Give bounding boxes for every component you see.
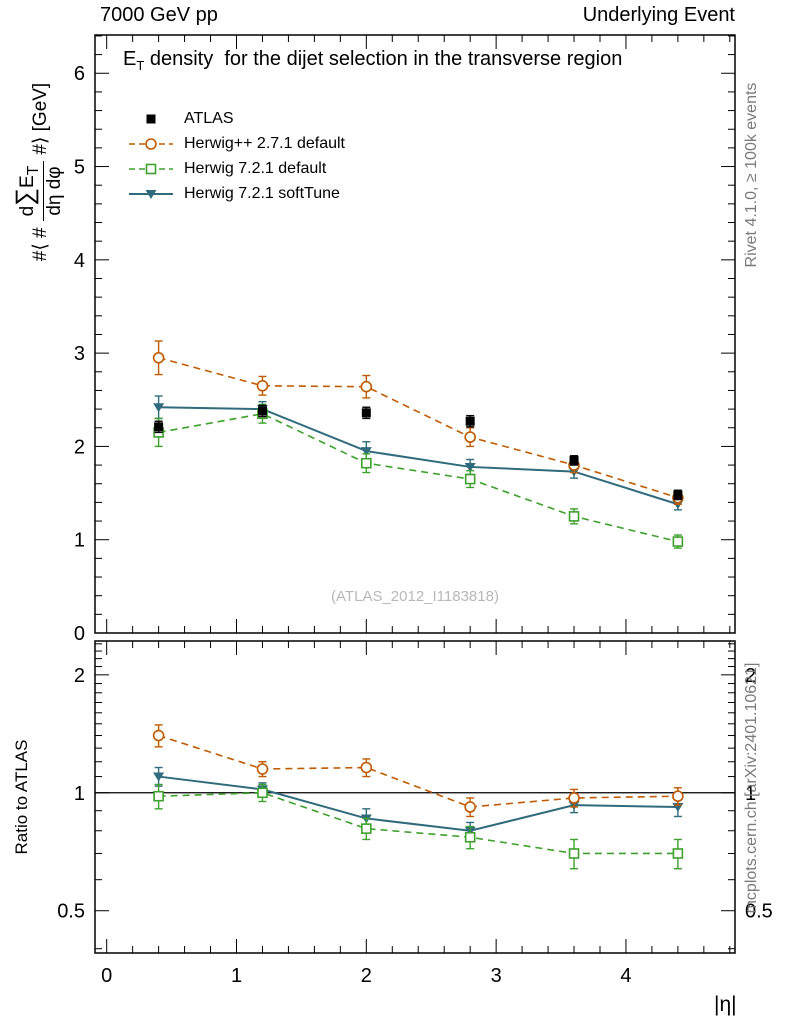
legend-marker-icon [129,137,173,150]
plot-title-pre: E [123,48,137,70]
svg-text:0: 0 [101,965,112,987]
analysis-group-label: Underlying Event [582,4,735,26]
ylabel-prefix: #⟨ # [29,227,51,262]
legend-marker-icon [129,163,173,174]
plot-title-sub: T [136,58,145,73]
beam-energy-label: 7000 GeV pp [100,4,218,26]
legend-item: Herwig 7.2.1 softTune [128,181,345,206]
ylabel-denominator: dη dφ [44,166,66,216]
svg-text:4: 4 [74,250,85,272]
sum-symbol: ∑ [11,187,40,206]
svg-text:1: 1 [231,965,242,987]
svg-text:2: 2 [361,965,372,987]
svg-text:2: 2 [745,665,756,687]
legend-marker-icon [129,189,173,199]
rivet-version-label: Rivet 4.1.0, ≥ 100k events [743,82,760,268]
svg-text:2: 2 [74,436,85,458]
svg-text:0.5: 0.5 [57,901,85,923]
svg-text:6: 6 [74,63,85,85]
svg-text:1: 1 [74,783,85,805]
svg-text:1: 1 [745,783,756,805]
legend-marker-icon [146,114,156,123]
plot-title: ET density for the dijet selection in th… [123,48,622,73]
analysis-id-watermark: (ATLAS_2012_I1183818) [331,588,499,605]
svg-text:5: 5 [74,157,85,179]
ratio-y-axis-label: Ratio to ATLAS [12,739,31,855]
main-y-axis-label: #⟨ # d∑ET dη dφ #⟩ [GeV] [8,12,72,332]
svg-text:1: 1 [74,530,85,552]
ylabel-num-e: E [17,175,39,188]
ylabel-num-sub: T [24,165,42,176]
svg-text:3: 3 [74,343,85,365]
ylabel-numerator: d∑ET [11,160,45,222]
legend-label: Herwig 7.2.1 softTune [184,184,340,202]
plot-title-post: density for the dijet selection in the t… [144,48,623,70]
legend-label: ATLAS [184,109,234,127]
ylabel-num-d: d [17,205,39,217]
legend-label: Herwig 7.2.1 default [184,159,327,177]
svg-text:0.5: 0.5 [745,901,773,923]
ylabel-fraction: d∑ET dη dφ [11,160,66,222]
x-axis-label: |η| [714,993,737,1016]
svg-text:2: 2 [74,665,85,687]
legend-item: Herwig 7.2.1 default [128,156,345,181]
legend-item: ATLAS [128,106,345,131]
svg-text:0: 0 [74,623,85,645]
legend-item: Herwig++ 2.7.1 default [128,131,345,156]
svg-text:3: 3 [491,965,502,987]
svg-text:4: 4 [620,965,631,987]
mcplots-arxiv-label: mcplots.cern.ch [arXiv:2401.10621] [743,662,760,914]
legend-label: Herwig++ 2.7.1 default [184,134,345,152]
ylabel-suffix: #⟩ [GeV] [29,82,51,155]
legend: ATLAS Herwig++ 2.7.1 default Herwig 7.2.1 … [128,106,345,206]
